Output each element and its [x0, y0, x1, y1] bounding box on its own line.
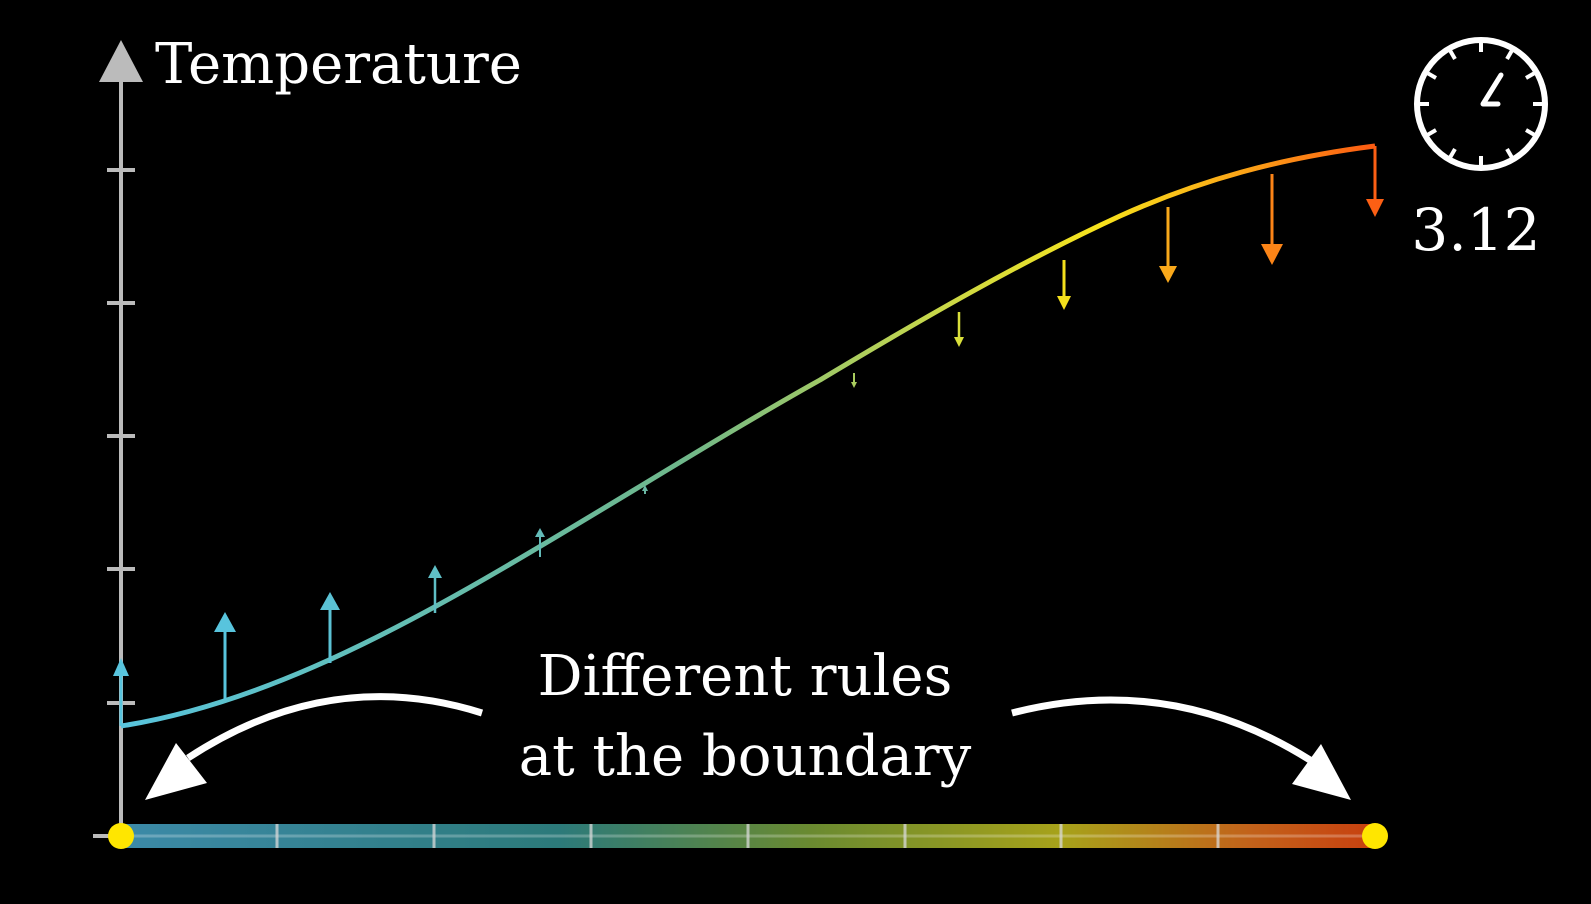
down-arrow	[1261, 174, 1283, 265]
y-axis-label: Temperature	[155, 32, 522, 97]
y-axis-arrowhead	[99, 40, 143, 82]
down-arrow	[1159, 207, 1177, 283]
right-boundary-point	[1362, 823, 1388, 849]
left-boundary-point	[108, 823, 134, 849]
y-axis	[93, 40, 143, 848]
up-arrow	[214, 612, 236, 700]
stopwatch-icon	[1414, 37, 1548, 171]
up-arrow	[113, 658, 129, 726]
derivative-arrows	[113, 146, 1384, 726]
curved-arrow-left-icon	[145, 693, 484, 800]
up-arrow	[320, 592, 340, 663]
timer-value: 3.12	[1411, 196, 1540, 264]
down-arrow	[954, 312, 964, 347]
heated-rod	[108, 823, 1388, 849]
curved-arrow-right-icon	[1011, 696, 1351, 800]
temperature-curve	[120, 143, 1376, 729]
annotation-line-2: at the boundary	[519, 724, 972, 789]
down-arrow	[1366, 146, 1384, 217]
down-arrow	[851, 373, 857, 388]
up-arrow	[642, 485, 648, 494]
up-arrow	[535, 528, 545, 557]
up-arrow	[428, 565, 442, 613]
annotation-line-1: Different rules	[538, 644, 953, 709]
down-arrow	[1057, 260, 1071, 310]
